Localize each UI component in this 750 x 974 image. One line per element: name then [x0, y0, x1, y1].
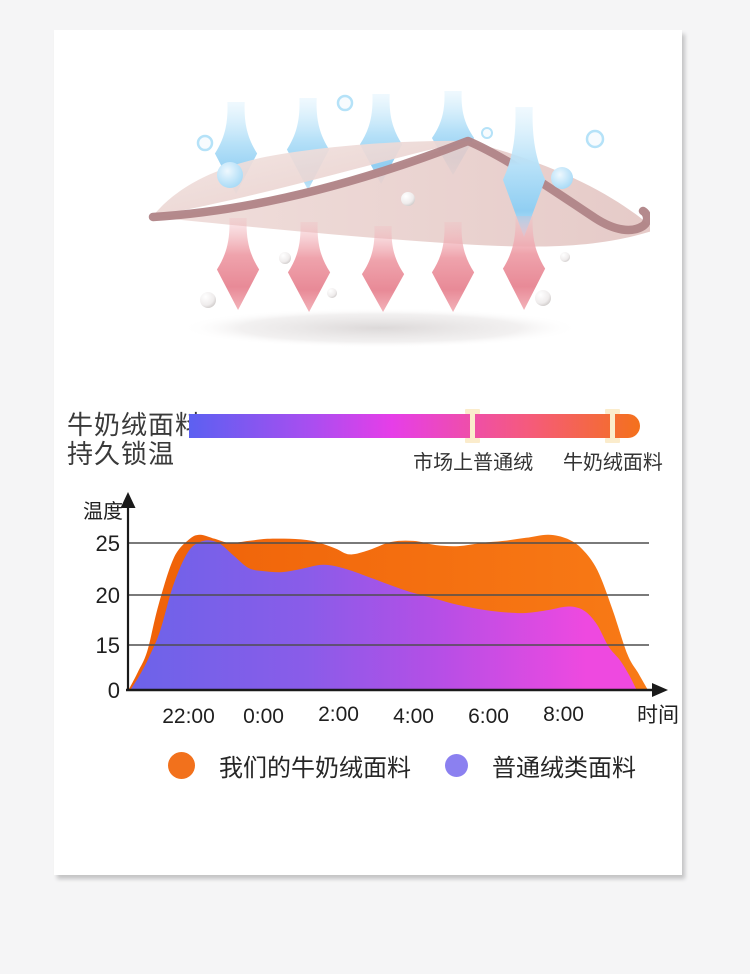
- legend-dot-purple: [445, 753, 468, 777]
- air-bubble-icon: [585, 129, 605, 149]
- section-title-line1: 牛奶绒面料: [67, 410, 203, 440]
- section-title: 牛奶绒面料 持久锁温: [67, 411, 202, 469]
- y-tick: 15: [96, 633, 120, 658]
- temperature-chart: 温度 25 20 15 0 22:00 0:00 2:00 4:00 6:00 …: [83, 492, 679, 728]
- scale-marker-milk-velvet: [604, 409, 620, 443]
- warm-air-arrow-icon: [287, 222, 331, 312]
- x-tick: 6:00: [468, 705, 509, 728]
- x-tick: 22:00: [162, 705, 215, 728]
- bead-icon: [327, 288, 337, 298]
- fabric-illustration: [148, 91, 650, 348]
- area-ordinary-fabric: [130, 540, 637, 690]
- y-tick: 25: [96, 531, 120, 556]
- bead-icon: [560, 252, 570, 262]
- x-tick: 2:00: [318, 703, 359, 726]
- x-axis-title: 时间: [637, 704, 679, 727]
- legend-label: 普通绒类面料: [492, 754, 636, 782]
- temperature-scale-bar: [189, 409, 640, 443]
- y-tick: 20: [96, 583, 120, 608]
- x-axis-arrow-icon: [652, 683, 668, 697]
- y-axis-arrow-icon: [120, 492, 136, 508]
- warm-air-arrow-icon: [216, 218, 260, 310]
- x-tick: 8:00: [543, 703, 584, 726]
- legend-label: 我们的牛奶绒面料: [219, 754, 411, 782]
- scale-label-ordinary: 市场上普通绒: [413, 452, 534, 474]
- x-tick: 0:00: [243, 705, 284, 728]
- legend-dot-orange: [168, 751, 195, 779]
- air-bubbles: [196, 94, 605, 308]
- bead-icon: [535, 290, 551, 306]
- section-title-line2: 持久锁温: [67, 439, 176, 469]
- air-bubble-icon: [196, 134, 214, 152]
- air-bubble-icon: [336, 94, 354, 112]
- gridlines: [128, 542, 649, 646]
- scale-label-milk-velvet: 牛奶绒面料: [562, 452, 663, 474]
- x-tick: 4:00: [393, 705, 434, 728]
- y-tick-labels: 25 20 15 0: [96, 531, 120, 703]
- legend-item-ordinary-fabric: 普通绒类面料: [445, 750, 636, 782]
- air-bubble-icon: [481, 127, 493, 139]
- legend-item-our-fabric: 我们的牛奶绒面料: [168, 750, 411, 782]
- fabric-top-surface: [153, 140, 468, 216]
- scale-marker-ordinary: [465, 409, 481, 443]
- axes: [126, 504, 654, 692]
- bead-icon: [401, 192, 415, 206]
- content-card: 牛奶绒面料 持久锁温 市场上普通绒 牛奶绒面料: [54, 30, 682, 875]
- air-bubble-icon: [217, 162, 243, 188]
- y-axis-title: 温度: [83, 500, 123, 523]
- chart-areas: [128, 534, 648, 690]
- x-tick-labels: 22:00 0:00 2:00 4:00 6:00 8:00: [162, 703, 584, 728]
- y-tick: 0: [108, 678, 120, 703]
- air-bubble-icon: [551, 167, 573, 189]
- bead-icon: [279, 252, 291, 264]
- ground-shadow: [180, 308, 580, 348]
- bead-icon: [200, 292, 216, 308]
